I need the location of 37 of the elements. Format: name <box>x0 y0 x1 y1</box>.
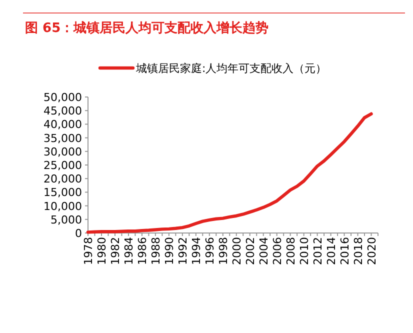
y-tick-label: 45,000 <box>44 104 82 118</box>
y-tick-label: 35,000 <box>44 132 82 145</box>
legend: 城镇居民家庭:人均年可支配收入（元） <box>98 62 327 75</box>
y-tick-label: 25,000 <box>44 159 82 172</box>
x-tick-label: 2014 <box>324 237 338 265</box>
y-tick-label: 50,000 <box>44 91 82 104</box>
x-tick-label: 2008 <box>284 237 298 265</box>
x-tick-label: 1986 <box>136 237 149 265</box>
x-tick-label: 1990 <box>162 237 176 265</box>
x-tick-label: 1994 <box>190 237 203 265</box>
x-tick-label: 2010 <box>298 237 311 265</box>
y-tick-label: 20,000 <box>44 172 82 186</box>
x-tick-label: 1996 <box>203 237 216 265</box>
x-tick-label: 1992 <box>176 237 190 265</box>
x-tick-label: 2016 <box>338 237 352 265</box>
x-tick-label: 1988 <box>149 237 162 265</box>
x-tick-label: 2006 <box>270 237 284 265</box>
x-tick-label: 1982 <box>108 237 122 265</box>
line-series <box>86 112 373 234</box>
x-tick-label: 2012 <box>311 237 324 265</box>
x-tick-label: 2004 <box>257 237 270 265</box>
x-tick-label: 2018 <box>352 237 365 265</box>
x-tick-label: 1998 <box>216 237 230 265</box>
x-tick-label: 1984 <box>122 237 136 265</box>
x-tick-label: 1978 <box>82 237 95 265</box>
chart-title: 图 65：城镇居民人均可支配收入增长趋势 <box>25 20 269 36</box>
x-tick-label: 2000 <box>230 237 244 265</box>
y-tick-label: 40,000 <box>44 118 82 132</box>
x-tick-label: 1980 <box>95 237 108 265</box>
y-tick-label: 10,000 <box>44 200 82 213</box>
y-tick-label: 0 <box>75 227 82 240</box>
y-tick-label: 15,000 <box>44 186 82 200</box>
y-tick-label: 5,000 <box>50 213 82 226</box>
legend-label: 城镇居民家庭:人均年可支配收入（元） <box>135 62 327 75</box>
x-tick-label: 2020 <box>365 237 378 265</box>
x-tick-label: 2002 <box>244 237 257 265</box>
y-tick-label: 30,000 <box>44 145 82 158</box>
